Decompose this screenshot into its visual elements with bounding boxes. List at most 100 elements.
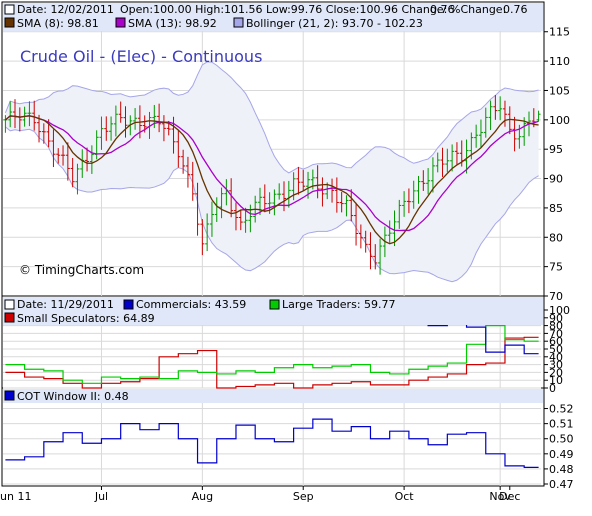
price-bar <box>334 177 339 213</box>
price-bar <box>65 142 70 181</box>
x-label: Nov <box>489 490 511 503</box>
price-bar <box>536 110 541 122</box>
sma13-line <box>4 115 539 232</box>
price-bar <box>301 169 306 191</box>
price-bar <box>195 182 200 236</box>
price-bar <box>99 116 104 150</box>
legend-large-traders: Large Traders: 59.77 <box>282 298 396 311</box>
legend-cot-date: Date: 11/29/2011 <box>17 298 114 311</box>
legend-price-ohlc: Open:100.00 High:101.56 Low:99.76 Close:… <box>120 3 447 16</box>
price-bar <box>61 145 66 166</box>
price-bar <box>185 156 190 188</box>
price-bar <box>478 119 483 148</box>
price-bar <box>315 165 320 199</box>
bollinger-upper-line <box>4 61 539 174</box>
price-bar <box>272 189 277 216</box>
price-bar <box>181 149 186 174</box>
price-bar <box>37 114 42 143</box>
legend-swatch-sma8 <box>4 17 15 28</box>
cot-y-label: 30 <box>549 359 563 372</box>
price-bar <box>233 202 238 231</box>
price-bar <box>118 101 123 123</box>
price-bar <box>200 219 205 256</box>
cotwindow-y-label: 0.49 <box>549 448 574 461</box>
price-legend-band <box>3 3 543 31</box>
price-y-label: 115 <box>549 26 570 39</box>
legend-price-pct-value: 0.76 <box>503 3 528 16</box>
bollinger-lower-line <box>5 126 539 283</box>
price-bar <box>238 209 243 231</box>
y-axes: 7075808590951001051101150102030405060708… <box>544 26 574 491</box>
price-bar <box>262 184 267 213</box>
price-bar <box>445 148 450 173</box>
cotwindow-y-label: 0.47 <box>549 478 574 491</box>
price-bar <box>176 129 181 168</box>
legend-small-speculators: Small Speculators: 64.89 <box>17 312 155 325</box>
copyright: © TimingCharts.com <box>19 263 144 277</box>
price-y-label: 110 <box>549 55 570 68</box>
legend-price-pct-label: %Change: <box>450 3 506 16</box>
cot-y-label: 70 <box>549 327 563 340</box>
price-bar <box>426 168 431 195</box>
price-bar <box>133 108 138 130</box>
legend-swatch-cot-window <box>4 390 15 401</box>
price-bar <box>41 123 46 144</box>
price-bar <box>440 147 445 177</box>
price-bar <box>430 157 435 193</box>
price-bar <box>354 202 359 246</box>
price-y-label: 90 <box>549 173 563 186</box>
x-label: Jul <box>94 490 108 503</box>
price-bar <box>190 161 195 201</box>
price-bar <box>296 166 301 195</box>
legend-swatch-cot-date <box>4 299 15 310</box>
legend-commercials: Commercials: 43.59 <box>136 298 246 311</box>
legend-swatch-price <box>4 4 15 15</box>
legend-sma13: SMA (13): 98.92 <box>128 17 217 30</box>
price-bar <box>123 106 128 138</box>
x-label: Aug <box>192 490 213 503</box>
price-bar <box>397 199 402 229</box>
price-bar <box>70 157 75 188</box>
cotwindow-y-label: 0.52 <box>549 403 574 416</box>
price-bar <box>363 230 368 253</box>
cotwindow-y-label: 0.50 <box>549 433 574 446</box>
price-bar <box>387 220 392 243</box>
cot-y-label: 90 <box>549 312 563 325</box>
price-y-label: 95 <box>549 143 563 156</box>
legend-swatch-sma13 <box>115 17 126 28</box>
legend-swatch-bollinger <box>233 17 244 28</box>
price-bar <box>8 101 13 128</box>
price-bar <box>483 107 488 138</box>
legend-swatch-commercials <box>123 299 134 310</box>
price-bar <box>498 96 503 121</box>
price-bar <box>349 189 354 222</box>
cot-y-label: 50 <box>549 343 563 356</box>
cot-window-line <box>5 418 539 468</box>
price-y-label: 70 <box>549 290 563 303</box>
legend-swatch-large-traders <box>269 299 280 310</box>
price-y-label: 75 <box>549 261 563 274</box>
large-traders-line <box>5 325 539 384</box>
price-bar <box>113 105 118 137</box>
price-bar <box>75 163 80 195</box>
price-bar <box>522 117 527 146</box>
price-bar <box>51 129 56 168</box>
cotwindow-y-label: 0.51 <box>549 418 574 431</box>
price-bar <box>421 170 426 191</box>
cotwindow-y-label: 0.48 <box>549 463 574 476</box>
price-bar <box>282 181 287 212</box>
price-bar <box>56 148 61 164</box>
price-bar <box>219 187 224 219</box>
cot-y-label: 40 <box>549 351 563 364</box>
price-y-label: 85 <box>549 202 563 215</box>
price-bar <box>488 100 493 131</box>
price-bar <box>89 145 94 174</box>
price-bar <box>85 147 90 172</box>
small-speculators-line <box>5 336 539 389</box>
cotwindow-legend-band <box>3 389 543 403</box>
price-y-label: 105 <box>549 84 570 97</box>
price-bar <box>229 178 234 218</box>
price-bar <box>161 115 166 142</box>
